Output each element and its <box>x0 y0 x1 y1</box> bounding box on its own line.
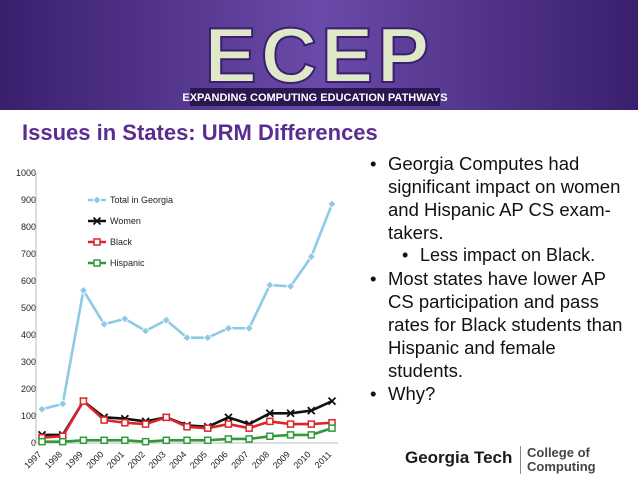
point <box>286 409 295 418</box>
point <box>121 419 129 427</box>
footer-university: Georgia Tech <box>405 448 513 467</box>
point <box>286 431 295 439</box>
y-tick-label: 700 <box>21 249 36 259</box>
point <box>161 315 171 325</box>
bullet: Most states have lower AP CS participati… <box>370 267 632 382</box>
point <box>224 413 233 422</box>
banner: ECEP EXPANDING COMPUTING EDUCATION PATHW… <box>0 0 638 110</box>
point <box>141 326 151 336</box>
point <box>100 416 108 424</box>
point <box>307 420 316 428</box>
y-tick-label: 500 <box>21 303 36 313</box>
point <box>100 436 108 445</box>
x-tick-label: 2003 <box>146 449 167 470</box>
point <box>266 417 274 426</box>
legend-marker <box>93 259 101 267</box>
point <box>307 406 316 415</box>
point <box>244 323 254 333</box>
tagline-bg <box>190 88 440 106</box>
x-tick-label: 2009 <box>271 449 292 470</box>
y-tick-label: 1000 <box>16 168 36 178</box>
point <box>58 437 67 446</box>
point <box>162 436 171 445</box>
y-tick-label: 400 <box>21 330 36 340</box>
point <box>79 436 88 445</box>
legend-marker <box>93 238 101 246</box>
point <box>162 413 171 422</box>
point <box>182 333 192 343</box>
x-tick-label: 1998 <box>43 449 64 470</box>
bullet: Less impact on Black. <box>402 244 632 267</box>
x-tick-label: 1999 <box>64 449 85 470</box>
slide-title: Issues in States: URM Differences <box>22 120 378 145</box>
point <box>141 437 150 446</box>
x-tick-label: 1997 <box>22 449 43 470</box>
point <box>121 436 129 445</box>
point <box>266 432 274 440</box>
y-tick-label: 800 <box>21 222 36 232</box>
point <box>78 285 88 296</box>
point <box>38 437 46 446</box>
point <box>224 435 233 443</box>
y-tick-label: 100 <box>21 411 36 421</box>
bullet: Georgia Computes had significant impact … <box>370 152 632 244</box>
point <box>223 323 233 333</box>
point <box>224 420 233 428</box>
y-tick-label: 900 <box>21 195 36 205</box>
point <box>58 399 68 409</box>
series <box>37 199 337 414</box>
point <box>141 420 150 428</box>
series <box>38 424 336 446</box>
point <box>306 252 316 262</box>
point <box>203 333 213 343</box>
y-tick-label: 300 <box>21 357 36 367</box>
legend-marker <box>92 195 102 205</box>
x-tick-label: 2005 <box>188 449 209 470</box>
x-tick-label: 2004 <box>167 449 188 470</box>
x-tick-label: 2007 <box>229 449 250 470</box>
x-tick-label: 2000 <box>84 449 105 470</box>
point <box>183 423 191 431</box>
legend-label: Total in Georgia <box>110 195 173 205</box>
legend-label: Black <box>110 237 133 247</box>
point <box>286 420 295 428</box>
x-tick-label: 2011 <box>313 449 334 470</box>
bullet: Why? <box>370 382 632 405</box>
legend-label: Hispanic <box>110 258 145 268</box>
y-tick-label: 200 <box>21 384 36 394</box>
point <box>327 397 337 406</box>
x-tick-label: 2002 <box>126 449 147 470</box>
x-tick-label: 2006 <box>209 449 230 470</box>
footer-college: College of Computing <box>520 446 637 474</box>
legend-marker <box>92 216 102 226</box>
tagline: EXPANDING COMPUTING EDUCATION PATHWAYS <box>182 92 447 104</box>
line <box>41 203 334 411</box>
legend-label: Women <box>110 216 141 226</box>
x-tick-label: 2008 <box>250 449 271 470</box>
point <box>99 319 109 329</box>
point <box>120 314 130 324</box>
point <box>286 281 296 291</box>
point <box>245 424 253 432</box>
y-tick-label: 600 <box>21 276 36 286</box>
point <box>245 435 253 443</box>
point <box>203 424 212 432</box>
x-tick-label: 2010 <box>291 449 312 470</box>
point <box>79 397 88 405</box>
point <box>307 431 316 439</box>
point <box>265 280 275 290</box>
logo: ECEP <box>205 11 433 99</box>
point <box>183 436 191 445</box>
point <box>265 409 274 418</box>
point <box>37 404 47 414</box>
x-tick-label: 2001 <box>105 449 126 470</box>
point <box>203 436 212 445</box>
point <box>327 199 337 209</box>
point <box>328 424 336 432</box>
